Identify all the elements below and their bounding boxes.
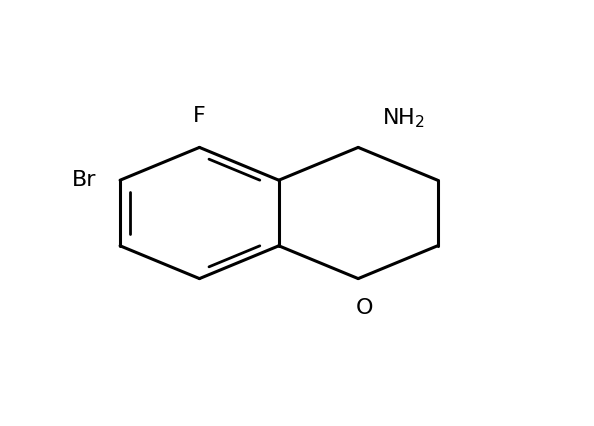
Text: NH$_2$: NH$_2$ (382, 107, 425, 130)
Text: Br: Br (72, 170, 96, 190)
Text: F: F (193, 106, 206, 126)
Text: O: O (355, 298, 373, 318)
